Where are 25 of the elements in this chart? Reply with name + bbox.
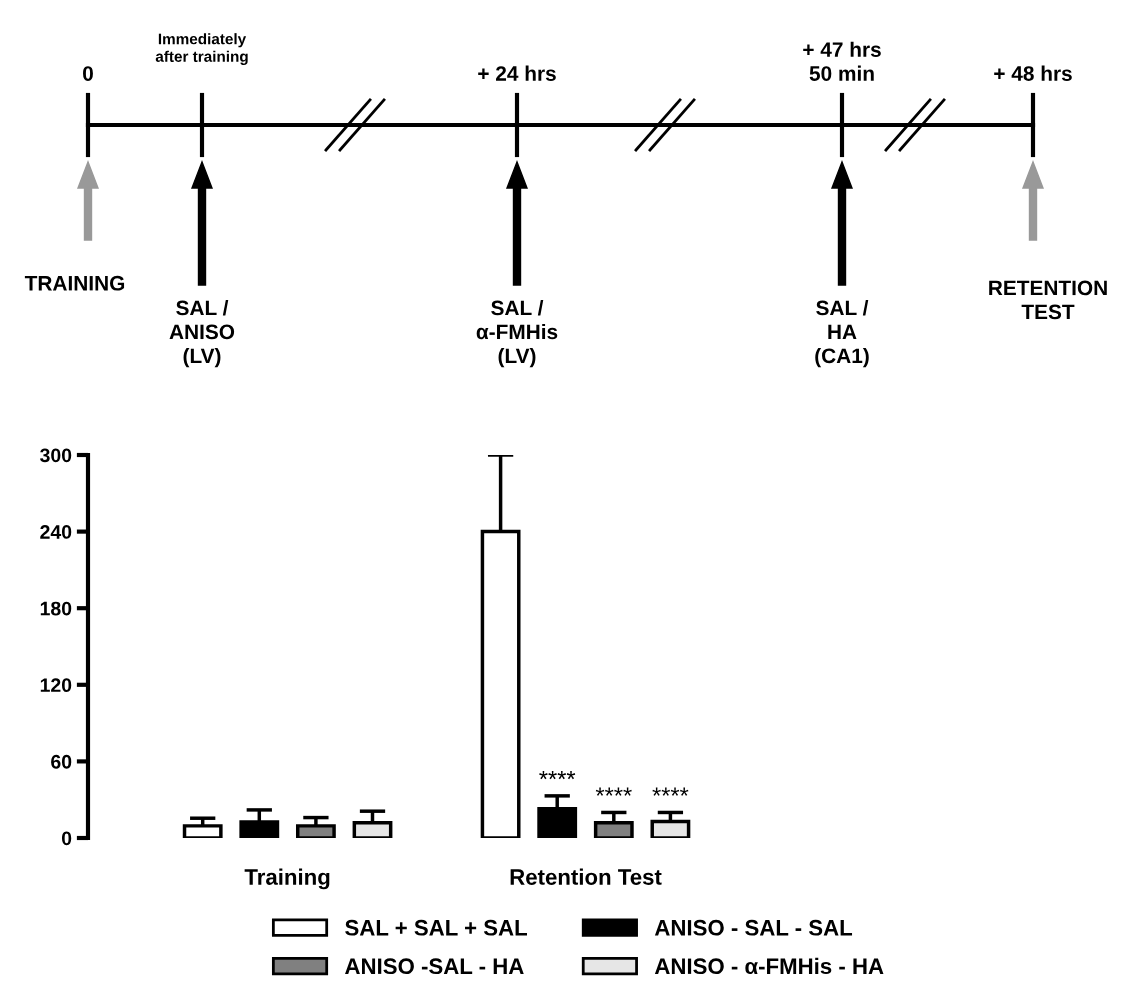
text: + 47 hrs 50 min — [803, 41, 881, 81]
text: SAL / ANISO (LV) — [169, 300, 235, 368]
text: TRAINING — [24, 275, 125, 291]
legend-label: ANISO - α-FMHis - HA — [654, 957, 884, 975]
y-tick-label: 60 — [51, 754, 72, 769]
annotation: **** — [595, 787, 632, 796]
y-tick-label: 300 — [40, 448, 72, 463]
legend-label: SAL + SAL + SAL — [345, 919, 527, 936]
y-tick-label: 120 — [40, 678, 72, 693]
x-tick-label: Training — [244, 868, 330, 890]
text: 0 — [83, 66, 93, 81]
legend-label: ANISO -SAL - HA — [345, 958, 524, 975]
x-tick-label: Retention Test — [510, 868, 662, 885]
y-tick-label: 180 — [40, 601, 72, 616]
text: + 24 hrs — [478, 65, 556, 81]
legend-label: ANISO - SAL - SAL — [654, 919, 853, 936]
text: + 48 hrs — [994, 65, 1072, 81]
y-tick-label: 240 — [40, 525, 72, 539]
text: Immediately after training — [155, 33, 248, 65]
annotation: **** — [539, 770, 576, 780]
text: RETENTION TEST — [989, 280, 1107, 320]
text: SAL / α-FMHis (LV) — [476, 300, 558, 368]
y-tick-label: 0 — [61, 831, 72, 846]
text: SAL / HA (CA1) — [815, 300, 869, 368]
annotation: **** — [652, 787, 689, 796]
